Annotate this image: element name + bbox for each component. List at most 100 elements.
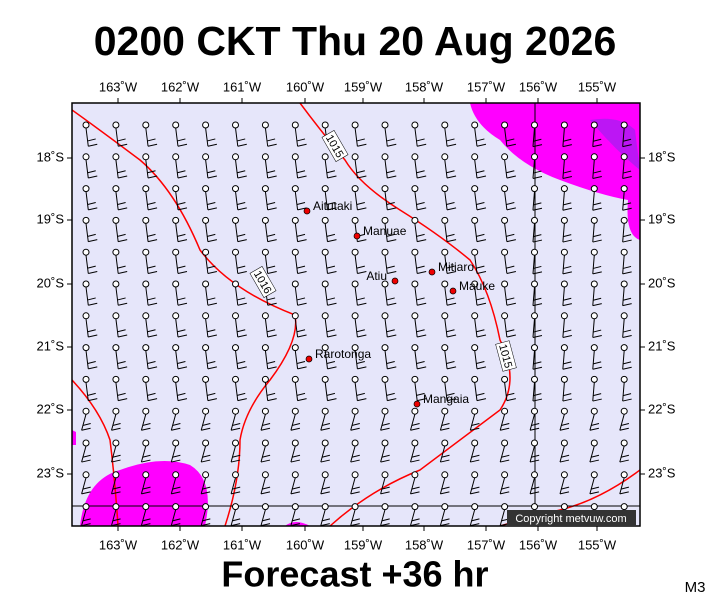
barb-station [411, 216, 419, 224]
barb-feather [230, 459, 241, 463]
barb-station [471, 407, 479, 415]
barb-feather [88, 302, 98, 306]
barb [531, 185, 543, 211]
precip-area [470, 103, 640, 240]
barb-station [531, 344, 538, 352]
barb [142, 375, 158, 402]
barb-feather [296, 392, 306, 396]
barb-staff [175, 127, 179, 147]
barb-staff [324, 382, 328, 401]
lat-label: 21˚S [648, 338, 676, 353]
barb [589, 439, 600, 463]
barb-station [321, 471, 329, 479]
lon-label: 157˚W [467, 79, 506, 94]
barb-station [441, 375, 449, 383]
barb-staff [230, 509, 236, 526]
barb-station [501, 280, 509, 288]
barb [290, 439, 301, 463]
barb-staff [414, 350, 418, 369]
barb-feather [476, 398, 487, 402]
barb-staff [294, 318, 299, 338]
barb [82, 216, 98, 243]
barb-feather [207, 239, 217, 243]
lon-label: 160˚W [286, 79, 325, 94]
barb [531, 375, 543, 402]
barb-staff [474, 223, 478, 242]
barb-station [411, 248, 419, 256]
barb-feather [532, 398, 543, 402]
barb-feather [207, 175, 217, 179]
barb [471, 248, 487, 274]
barb-feather [476, 233, 485, 237]
barb-feather [232, 518, 241, 522]
barb [142, 312, 158, 338]
barb [112, 121, 128, 147]
barb-feather [147, 334, 158, 338]
barb [321, 153, 337, 179]
barb-staff [439, 445, 446, 463]
barb-feather [232, 454, 241, 458]
barb-feather [533, 265, 542, 269]
barb-feather [356, 392, 365, 396]
barb-station [142, 471, 150, 479]
barb-feather [111, 459, 121, 463]
barb-feather [619, 459, 629, 463]
barb-station [620, 312, 628, 320]
barb-staff [469, 509, 476, 526]
barb-staff [235, 223, 239, 242]
barb-staff [532, 191, 535, 211]
barb-feather [117, 329, 126, 333]
barb-feather [476, 170, 485, 174]
barb-feather [532, 334, 543, 338]
place-dot [305, 355, 313, 363]
lon-label: 155˚W [578, 537, 617, 552]
barb-staff [350, 477, 356, 494]
barb-feather [118, 270, 128, 274]
barb-feather [177, 329, 186, 333]
barb-feather [386, 265, 395, 269]
barb [82, 375, 98, 402]
barb-station [590, 248, 598, 256]
barb [410, 503, 420, 526]
lat-label: 23˚S [648, 465, 676, 480]
barb-feather [232, 486, 241, 490]
barb-feather [559, 459, 570, 463]
barb-station [560, 280, 568, 288]
barb-staff [230, 414, 236, 431]
barb-station [321, 407, 329, 415]
barb-feather [622, 361, 632, 365]
barb-station [202, 216, 210, 224]
barb-station [142, 344, 150, 352]
barb-station [202, 248, 210, 256]
barb-staff [111, 477, 117, 494]
barb-feather [118, 143, 128, 147]
barb-feather [357, 270, 367, 274]
barb-station [381, 216, 389, 224]
barb-staff [474, 255, 478, 274]
barb-feather [327, 398, 337, 402]
barb [351, 185, 367, 211]
lat-label: 21˚S [37, 338, 65, 353]
precip-area [72, 430, 76, 445]
barb-staff [294, 382, 299, 401]
barb [471, 375, 487, 402]
barb-feather [267, 239, 277, 243]
barb-staff [294, 255, 299, 274]
barb [350, 471, 360, 495]
barb-feather [290, 491, 301, 495]
barb-feather [118, 366, 128, 370]
barb [111, 407, 121, 431]
barb-feather [266, 138, 276, 142]
barb-station [381, 407, 389, 415]
barb [202, 153, 217, 179]
barb-feather [417, 207, 427, 211]
barb-feather [417, 175, 427, 179]
barb-staff [145, 255, 149, 274]
barb-station [291, 503, 299, 511]
barb [82, 280, 98, 306]
barb-staff [444, 223, 448, 242]
barb-staff [384, 350, 388, 369]
barb [410, 407, 420, 431]
barb-station [590, 375, 598, 383]
barb-feather [380, 459, 390, 463]
